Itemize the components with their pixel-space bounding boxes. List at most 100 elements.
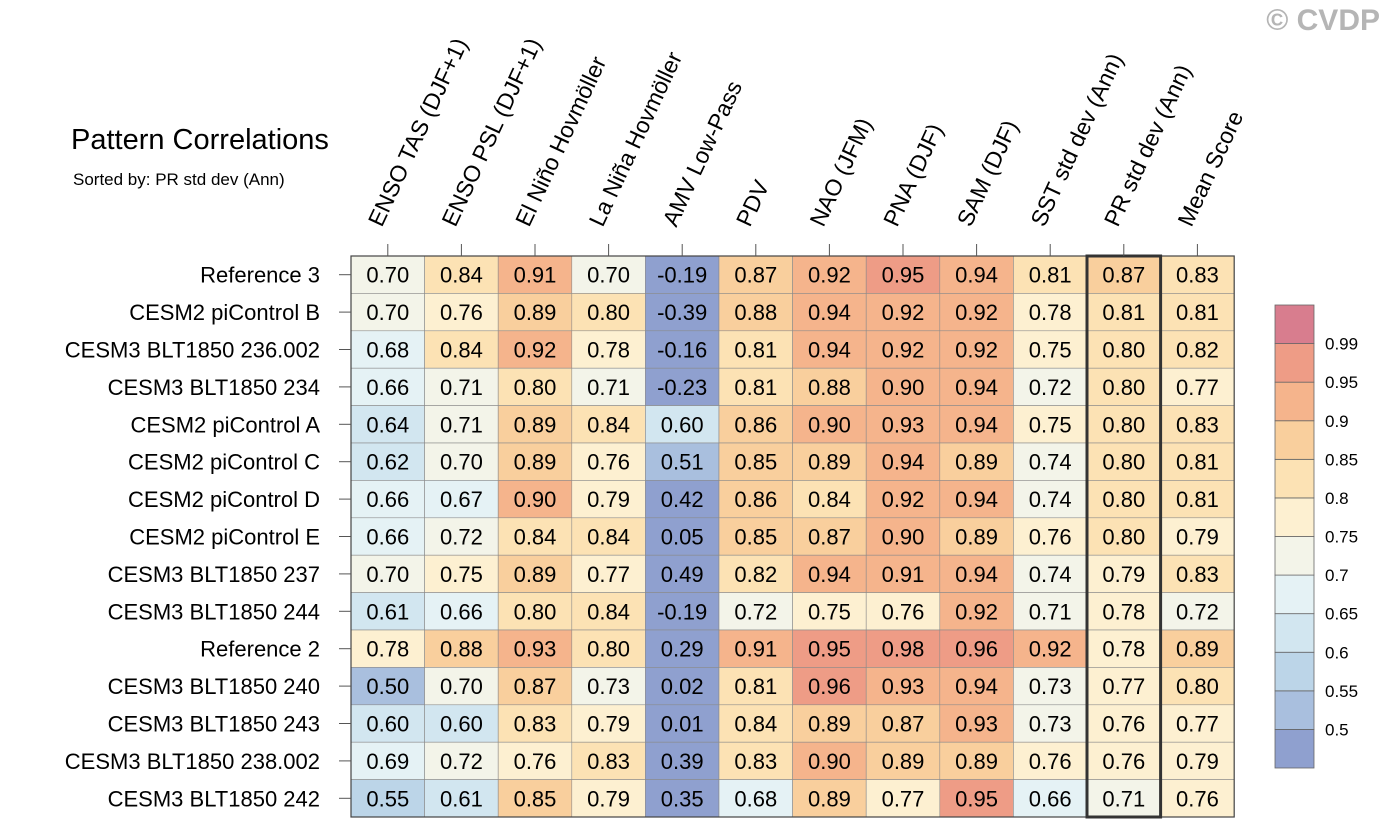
colorbar-tick-label: 0.9 — [1325, 412, 1349, 431]
chart-subtitle: Sorted by: PR std dev (Ann) — [73, 170, 285, 189]
cell-value-label: 0.86 — [734, 412, 777, 437]
row-label: CESM2 piControl C — [128, 450, 320, 475]
heatmap-cell — [718, 741, 793, 780]
heatmap-cell — [792, 442, 867, 481]
cell-value-label: 0.81 — [1176, 300, 1219, 325]
colorbar-swatch — [1274, 381, 1315, 422]
cell-value-label: -0.23 — [657, 375, 707, 400]
heatmap-cell — [865, 255, 941, 294]
cell-value-label: 0.94 — [955, 263, 998, 288]
cell-value-label: 0.68 — [734, 786, 777, 811]
cell-value-label: 0.73 — [587, 674, 630, 699]
cell-value-label: 0.94 — [955, 562, 998, 587]
cell-value-label: 0.70 — [440, 674, 483, 699]
heatmap-cell — [571, 442, 646, 481]
cell-value-label: 0.94 — [955, 487, 998, 512]
heatmap-cell — [1086, 255, 1161, 294]
heatmap-cell — [939, 293, 1014, 332]
cell-value-label: 0.93 — [882, 674, 925, 699]
heatmap-cell — [1013, 704, 1088, 743]
cell-value-label: 0.79 — [587, 487, 630, 512]
heatmap-cell — [571, 405, 646, 444]
heatmap-cell — [792, 741, 867, 780]
cell-value-label: 0.83 — [514, 712, 557, 737]
heatmap-cell — [571, 779, 646, 818]
column-label: SAM (DJF) — [952, 116, 1024, 230]
cell-value-label: 0.83 — [587, 749, 630, 774]
cell-value-label: 0.02 — [661, 674, 704, 699]
cell-value-label: 0.81 — [1029, 263, 1072, 288]
heatmap-cell — [792, 592, 867, 631]
heatmap-cell — [865, 480, 941, 519]
heatmap-cell — [865, 629, 941, 668]
cell-value-label: 0.84 — [440, 338, 483, 363]
cell-value-label: 0.80 — [1102, 450, 1145, 475]
cell-value-label: 0.76 — [1029, 749, 1072, 774]
heatmap-cell — [939, 667, 1014, 706]
heatmap-cell — [939, 367, 1014, 406]
cell-value-label: 0.92 — [1029, 637, 1072, 662]
heatmap-cell — [424, 255, 499, 294]
heatmap-cell — [424, 667, 499, 706]
heatmap-cell — [1160, 554, 1235, 593]
cell-value-label: 0.81 — [1102, 300, 1145, 325]
heatmap-cell — [645, 779, 720, 818]
heatmap-cell — [571, 330, 646, 369]
cell-value-label: 0.69 — [366, 749, 409, 774]
cell-value-label: -0.19 — [657, 263, 707, 288]
heatmap-cell — [718, 442, 793, 481]
cell-value-label: 0.71 — [587, 375, 630, 400]
heatmap-cell — [1086, 629, 1161, 668]
cell-value-label: 0.71 — [440, 412, 483, 437]
cell-value-label: 0.82 — [734, 562, 777, 587]
cell-value-label: 0.72 — [1029, 375, 1072, 400]
cell-value-label: 0.92 — [882, 487, 925, 512]
chart-title: Pattern Correlations — [71, 124, 329, 156]
heatmap-cell — [497, 480, 573, 519]
cell-value-label: 0.88 — [440, 637, 483, 662]
cell-value-label: 0.55 — [366, 786, 409, 811]
cell-value-label: 0.60 — [440, 712, 483, 737]
cell-value-label: 0.50 — [366, 674, 409, 699]
cell-value-label: 0.80 — [514, 599, 557, 624]
heatmap-cell — [497, 629, 573, 668]
cell-value-label: 0.76 — [587, 450, 630, 475]
heatmap-cell — [1086, 480, 1161, 519]
cell-value-label: 0.80 — [1102, 525, 1145, 550]
cell-value-label: 0.91 — [882, 562, 925, 587]
cell-value-label: 0.80 — [1102, 338, 1145, 363]
row-label: Reference 2 — [200, 637, 320, 662]
cell-value-label: 0.93 — [955, 712, 998, 737]
column-label: NAO (JFM) — [804, 114, 877, 230]
colorbar-swatch — [1274, 729, 1315, 769]
row-label: CESM3 BLT1850 240 — [108, 674, 320, 699]
cell-value-label: 0.35 — [661, 786, 704, 811]
cell-value-label: 0.84 — [587, 599, 630, 624]
column-labels: ENSO TAS (DJF+1)ENSO PSL (DJF+1)El Niño … — [363, 34, 1248, 256]
cell-value-label: 0.92 — [955, 338, 998, 363]
cell-value-label: 0.86 — [734, 487, 777, 512]
cell-value-label: 0.95 — [955, 786, 998, 811]
cell-value-label: 0.70 — [587, 263, 630, 288]
cell-value-label: 0.85 — [734, 525, 777, 550]
heatmap-cell — [1086, 293, 1161, 332]
cell-value-label: 0.84 — [514, 525, 557, 550]
heatmap-cell — [1086, 667, 1161, 706]
cell-value-label: 0.92 — [882, 300, 925, 325]
cell-value-label: 0.80 — [587, 300, 630, 325]
cell-value-label: 0.70 — [366, 300, 409, 325]
heatmap-cell — [1013, 554, 1088, 593]
cell-value-label: 0.82 — [1176, 338, 1219, 363]
colorbar-swatch — [1274, 458, 1315, 499]
cell-value-label: 0.94 — [955, 674, 998, 699]
heatmap-cell — [1013, 667, 1088, 706]
heatmap-cell — [1013, 442, 1088, 481]
cell-value-label: 0.78 — [1102, 599, 1145, 624]
heatmap-cell — [718, 367, 793, 406]
cell-value-label: 0.79 — [587, 712, 630, 737]
cell-value-label: 0.76 — [1102, 712, 1145, 737]
cell-value-label: 0.88 — [808, 375, 851, 400]
cell-value-label: 0.72 — [734, 599, 777, 624]
cell-value-label: 0.93 — [514, 637, 557, 662]
